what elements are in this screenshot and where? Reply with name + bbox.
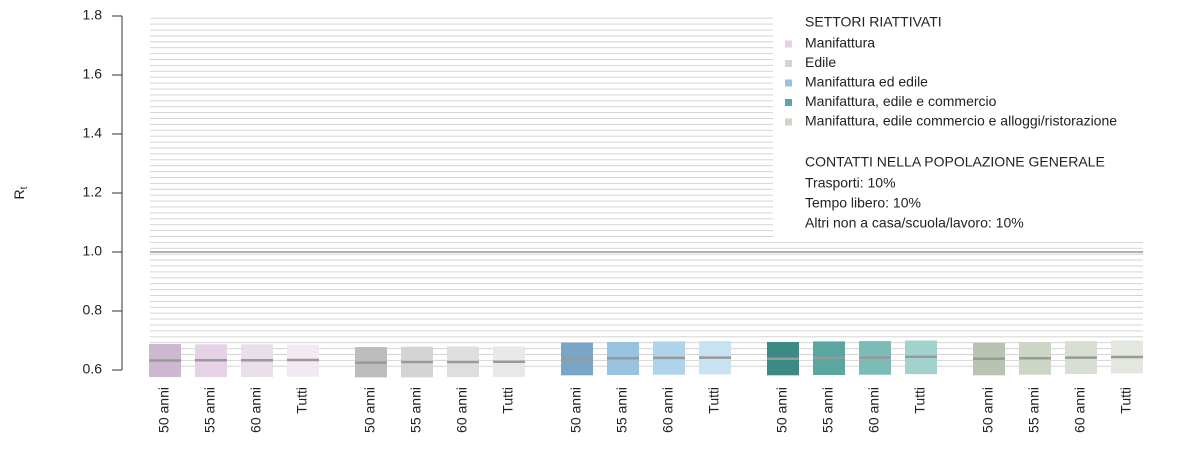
legend-label: Manifattura, edile e commercio <box>805 93 997 109</box>
y-tick-label: 1.2 <box>83 184 103 200</box>
legend-label: Manifattura, edile commercio e alloggi/r… <box>805 113 1117 129</box>
y-tick-label: 0.6 <box>83 361 103 377</box>
x-tick-label: 60 anni <box>248 387 264 433</box>
contacts-item: Tempo libero: 10% <box>805 195 921 211</box>
x-tick-label: 50 anni <box>362 387 378 433</box>
x-tick-label: Tutti <box>706 387 722 414</box>
x-tick-label: 55 anni <box>1026 387 1042 433</box>
legend-label: Manifattura <box>805 35 875 51</box>
contacts-title: CONTATTI NELLA POPOLAZIONE GENERALE <box>805 154 1105 170</box>
legend-label: Manifattura ed edile <box>805 74 928 90</box>
x-tick-label: Tutti <box>294 387 310 414</box>
x-tick-label: 50 anni <box>774 387 790 433</box>
legend-swatch <box>785 60 792 67</box>
legend-box <box>773 10 1145 242</box>
y-tick-label: 0.8 <box>83 302 103 318</box>
legend-title: SETTORI RIATTIVATI <box>805 14 942 30</box>
contacts-item: Trasporti: 10% <box>805 175 896 191</box>
x-tick-label: 60 anni <box>1072 387 1088 433</box>
x-tick-label: 50 anni <box>980 387 996 433</box>
y-tick-label: 1.4 <box>83 125 103 141</box>
legend-label: Edile <box>805 54 836 70</box>
legend-swatch <box>785 118 792 126</box>
y-tick-label: 1.8 <box>83 7 103 23</box>
x-tick-label: 55 anni <box>408 387 424 433</box>
x-tick-label: Tutti <box>500 387 516 414</box>
x-tick-label: 55 anni <box>820 387 836 433</box>
contacts-item: Altri non a casa/scuola/lavoro: 10% <box>805 215 1024 231</box>
x-tick-label: 60 anni <box>454 387 470 433</box>
x-tick-label: 50 anni <box>568 387 584 433</box>
x-tick-label: Tutti <box>1118 387 1134 414</box>
x-tick-label: 55 anni <box>614 387 630 433</box>
x-tick-label: 60 anni <box>866 387 882 433</box>
y-tick-label: 1.6 <box>83 66 103 82</box>
y-tick-label: 1.0 <box>83 243 103 259</box>
y-axis-label: Rt <box>11 186 30 199</box>
x-tick-label: 60 anni <box>660 387 676 433</box>
legend-swatch <box>785 79 792 87</box>
x-tick-label: Tutti <box>912 387 928 414</box>
x-tick-label: 55 anni <box>202 387 218 433</box>
legend-swatch <box>785 40 792 48</box>
legend-swatch <box>785 99 792 106</box>
x-tick-label: 50 anni <box>156 387 172 433</box>
